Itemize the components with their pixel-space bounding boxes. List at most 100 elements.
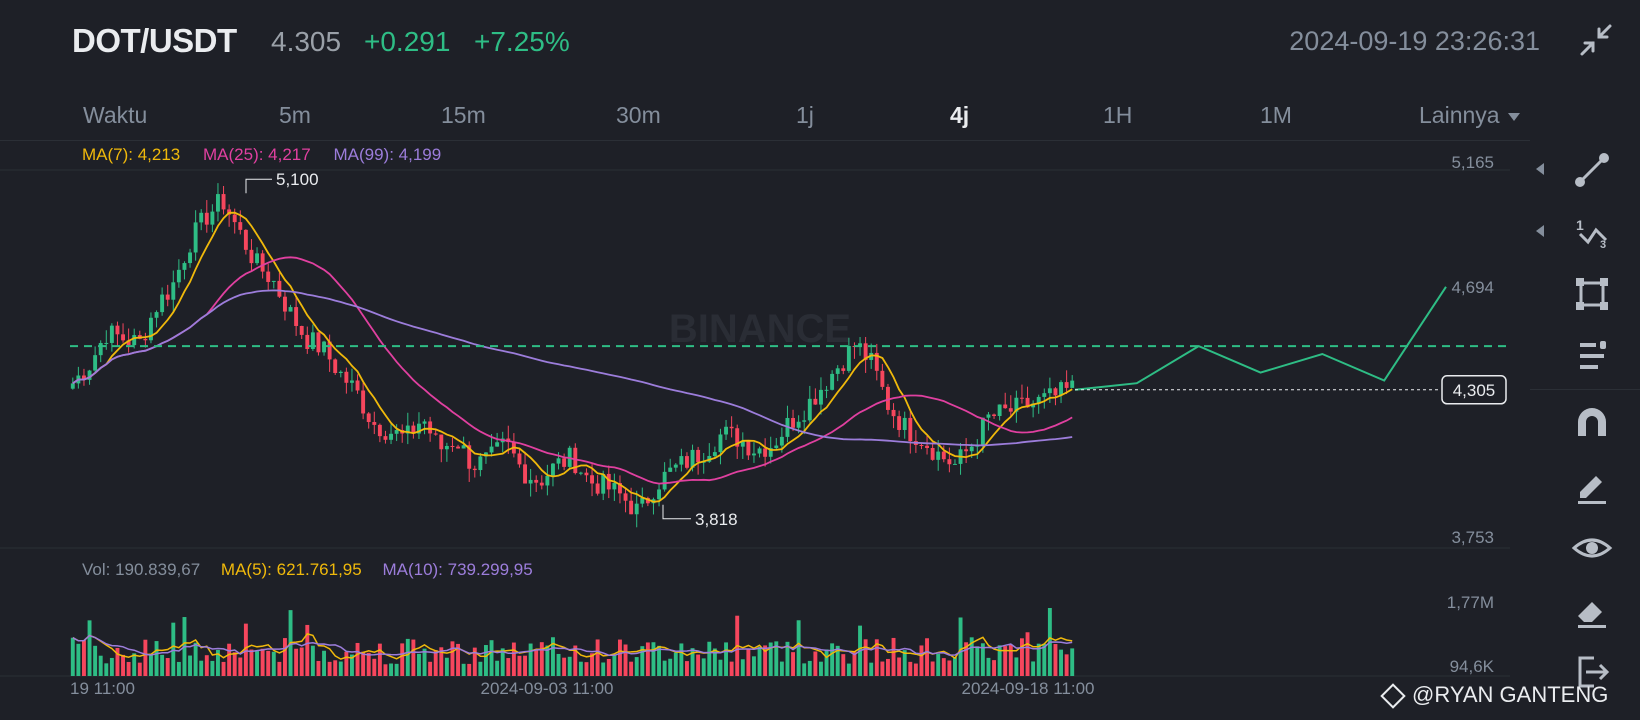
volume-bar (1064, 654, 1069, 676)
tab-1h[interactable]: 1H (1103, 102, 1133, 128)
candle-body (690, 449, 695, 468)
candle-body (953, 463, 957, 465)
candle-body (819, 389, 823, 405)
tab-30m[interactable]: 30m (616, 102, 661, 128)
volume-bar (930, 661, 935, 676)
volume-bar (238, 657, 243, 676)
volume-tick: 94,6K (1450, 657, 1495, 676)
volume-legend[interactable]: Vol: 190.839,67 MA(5): 621.761,95 MA(10)… (82, 560, 549, 580)
volume-bar (221, 661, 226, 676)
tab-5m[interactable]: 5m (279, 102, 311, 128)
grid (0, 169, 1510, 677)
pair-symbol[interactable]: DOT/USDT (72, 22, 237, 59)
volume-bar (562, 657, 567, 676)
price-chart[interactable]: BINANCE 5,100 3,818 5,165 4,694 3,753 1,… (0, 0, 1530, 700)
ma99-line (72, 289, 1073, 447)
candle-body (210, 211, 215, 225)
volume-bar (601, 662, 606, 676)
candle-body (1070, 380, 1075, 388)
volume-bar (489, 640, 494, 676)
volume-bar (534, 649, 539, 676)
volume-bar (405, 638, 410, 676)
caret-down-icon (1507, 112, 1520, 121)
candle-body (835, 368, 840, 374)
text-lines-icon[interactable] (1570, 334, 1614, 378)
candle-body (858, 343, 862, 347)
candle-body (333, 359, 338, 374)
tab-waktu[interactable]: Waktu (83, 102, 148, 128)
candle-body (394, 430, 399, 434)
ma-legend[interactable]: MA(7): 4,213 MA(25): 4,217 MA(99): 4,199 (82, 145, 459, 165)
candle-body (433, 433, 438, 435)
candle-body (696, 449, 701, 463)
candle-body (411, 425, 416, 434)
volume-bar (824, 649, 829, 676)
volume-bar (277, 661, 282, 676)
volume-bar (355, 642, 360, 676)
volume-bar (517, 655, 522, 676)
candle-body (255, 253, 259, 264)
volume-bar (444, 657, 449, 676)
collapse-arrows-icon[interactable] (1578, 22, 1614, 58)
volume-bar (216, 649, 220, 676)
eraser-icon[interactable] (1570, 588, 1614, 632)
volume-bar (176, 661, 181, 676)
candle-body (930, 447, 935, 460)
volume-bar (87, 620, 92, 676)
volume-bar (76, 643, 81, 676)
volume-bar (1036, 643, 1041, 676)
candle-body (1031, 403, 1036, 408)
volume-bar (724, 642, 728, 676)
candle-body (1003, 404, 1008, 409)
tab-4j[interactable]: 4j (950, 102, 970, 128)
candle-body (266, 271, 271, 282)
pencil-lock-icon[interactable] (1570, 464, 1614, 508)
volume-bar (846, 663, 851, 676)
tab-1j[interactable]: 1j (796, 102, 814, 128)
magnet-icon[interactable] (1570, 402, 1614, 446)
candle-body (936, 451, 941, 460)
volume-bar (361, 651, 366, 676)
ma99-value: MA(99): 4,199 (333, 145, 442, 164)
fibonacci-icon[interactable]: 1 3 (1570, 210, 1614, 254)
candle-body (534, 479, 539, 483)
candle-body (807, 398, 812, 421)
tab-15m[interactable]: 15m (441, 102, 486, 128)
volume-bar (701, 658, 706, 676)
submenu-arrow-icon (1536, 163, 1544, 175)
svg-text:3: 3 (1600, 239, 1606, 251)
drawn-path[interactable] (1074, 286, 1447, 391)
tab-1m[interactable]: 1M (1260, 102, 1292, 128)
candles (70, 183, 1075, 528)
price-change: +0.291 (364, 26, 451, 57)
volume-bar (450, 641, 455, 676)
volume-bar (338, 661, 343, 676)
candle-body (355, 380, 360, 391)
volume-bar (791, 652, 795, 676)
volume-bar (986, 657, 991, 676)
volume-bar (551, 637, 555, 676)
eye-icon[interactable] (1570, 526, 1614, 570)
datetime: 2024-09-19 23:26:31 (1289, 26, 1540, 56)
candle-body (578, 472, 583, 474)
volume-bar (484, 645, 488, 676)
volume-bar (377, 643, 382, 676)
candle-body (969, 446, 974, 452)
candle-body (310, 332, 315, 349)
tab-more[interactable]: Lainnya (1419, 102, 1520, 129)
volume-bar (467, 663, 472, 676)
volume-bar (634, 657, 639, 676)
volume-bar (975, 646, 980, 676)
candle-body (1014, 397, 1019, 412)
candle-body (986, 414, 991, 418)
moving-averages (72, 211, 1073, 503)
candle-body (344, 371, 349, 383)
volume-bar (109, 657, 114, 676)
rectangle-icon[interactable] (1570, 272, 1614, 316)
volume-bar (925, 638, 929, 676)
candle-body (182, 263, 187, 270)
volume-bar (980, 643, 985, 676)
price-tick: 4,694 (1451, 278, 1494, 297)
exit-icon[interactable] (1570, 650, 1614, 694)
trend-line-icon[interactable] (1570, 148, 1614, 192)
